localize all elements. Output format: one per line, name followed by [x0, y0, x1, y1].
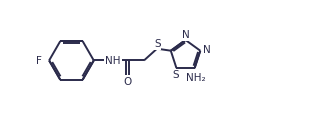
- Text: N: N: [182, 30, 190, 40]
- Text: O: O: [124, 77, 132, 87]
- Text: S: S: [173, 70, 179, 80]
- Text: S: S: [154, 39, 161, 49]
- Text: N: N: [203, 45, 210, 55]
- Text: NH: NH: [105, 56, 121, 66]
- Text: NH₂: NH₂: [186, 73, 206, 83]
- Text: F: F: [37, 56, 42, 66]
